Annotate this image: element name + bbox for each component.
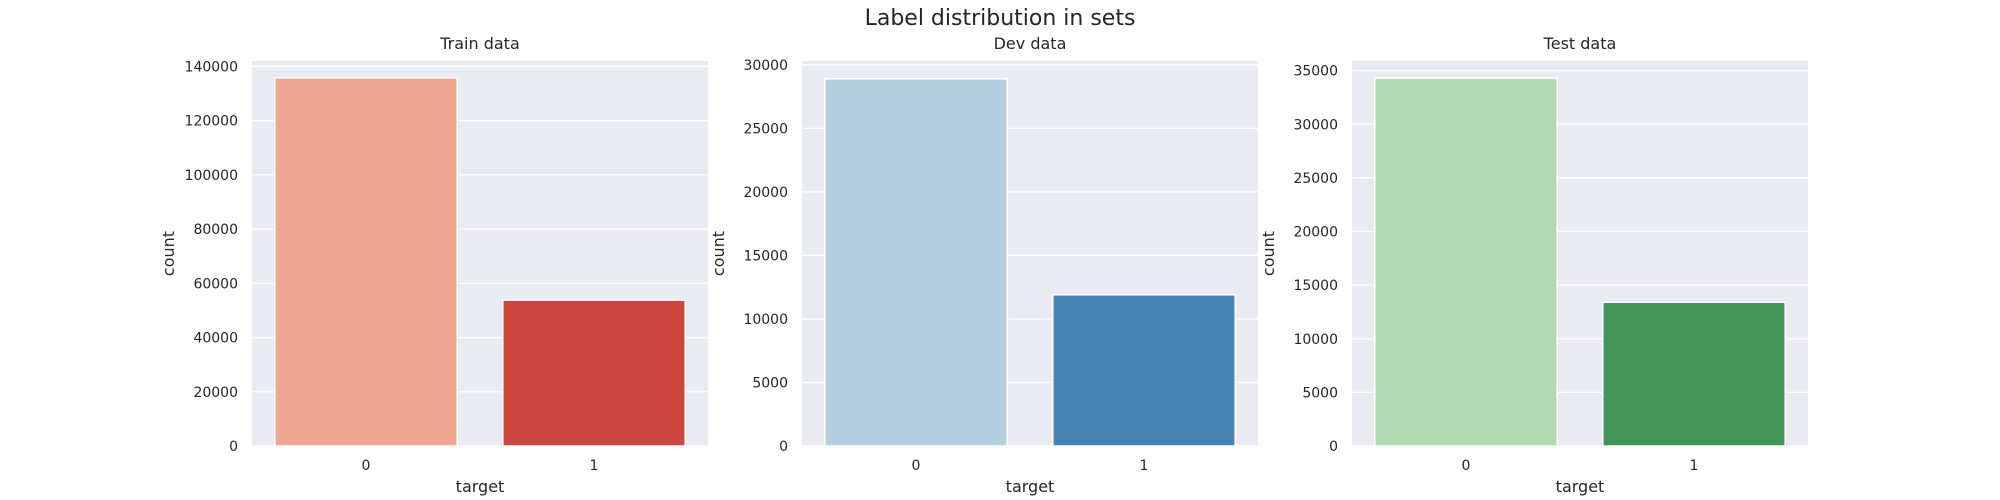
y-tick-label: 20000 <box>193 385 238 401</box>
x-tick-label: 1 <box>590 458 599 474</box>
y-tick-label: 30000 <box>743 58 788 74</box>
y-tick-label: 15000 <box>1293 278 1338 294</box>
bar-1 <box>1602 301 1786 447</box>
y-tick-label: 40000 <box>193 331 238 347</box>
y-tick-label: 140000 <box>185 59 238 75</box>
y-tick-label: 30000 <box>1293 117 1338 133</box>
y-axis-label: count <box>159 231 178 276</box>
bar-1 <box>1052 294 1236 447</box>
y-tick-label: 0 <box>1329 439 1338 455</box>
y-tick-label: 60000 <box>193 276 238 292</box>
y-tick-label: 10000 <box>1293 332 1338 348</box>
y-axis-label: count <box>1259 231 1278 276</box>
y-axis-label: count <box>709 231 728 276</box>
x-tick-label: 1 <box>1140 458 1149 474</box>
x-axis-label: target <box>1556 477 1605 496</box>
x-tick-label: 0 <box>362 458 371 474</box>
y-tick-label: 0 <box>779 439 788 455</box>
subplot-title: Test data <box>1543 34 1617 53</box>
subplot-title: Dev data <box>994 34 1067 53</box>
x-tick-label: 0 <box>1462 458 1471 474</box>
x-tick-label: 1 <box>1690 458 1699 474</box>
y-tick-label: 15000 <box>743 248 788 264</box>
y-tick-label: 120000 <box>185 114 238 130</box>
y-tick-label: 5000 <box>1302 385 1338 401</box>
y-tick-label: 0 <box>229 439 238 455</box>
y-tick-label: 100000 <box>185 168 238 184</box>
subplot-title: Train data <box>439 34 520 53</box>
y-tick-label: 20000 <box>1293 225 1338 241</box>
x-axis-label: target <box>1006 477 1055 496</box>
bar-0 <box>274 77 458 447</box>
y-tick-label: 35000 <box>1293 64 1338 80</box>
bar-0 <box>1374 77 1558 447</box>
y-tick-label: 10000 <box>743 312 788 328</box>
bar-1 <box>502 299 686 447</box>
x-tick-label: 0 <box>912 458 921 474</box>
y-tick-label: 25000 <box>743 121 788 137</box>
figure-title: Label distribution in sets <box>864 6 1136 31</box>
y-tick-label: 25000 <box>1293 171 1338 187</box>
x-axis-label: target <box>456 477 505 496</box>
bar-0 <box>824 78 1008 447</box>
y-tick-label: 20000 <box>743 185 788 201</box>
y-tick-label: 5000 <box>752 375 788 391</box>
y-tick-label: 80000 <box>193 222 238 238</box>
